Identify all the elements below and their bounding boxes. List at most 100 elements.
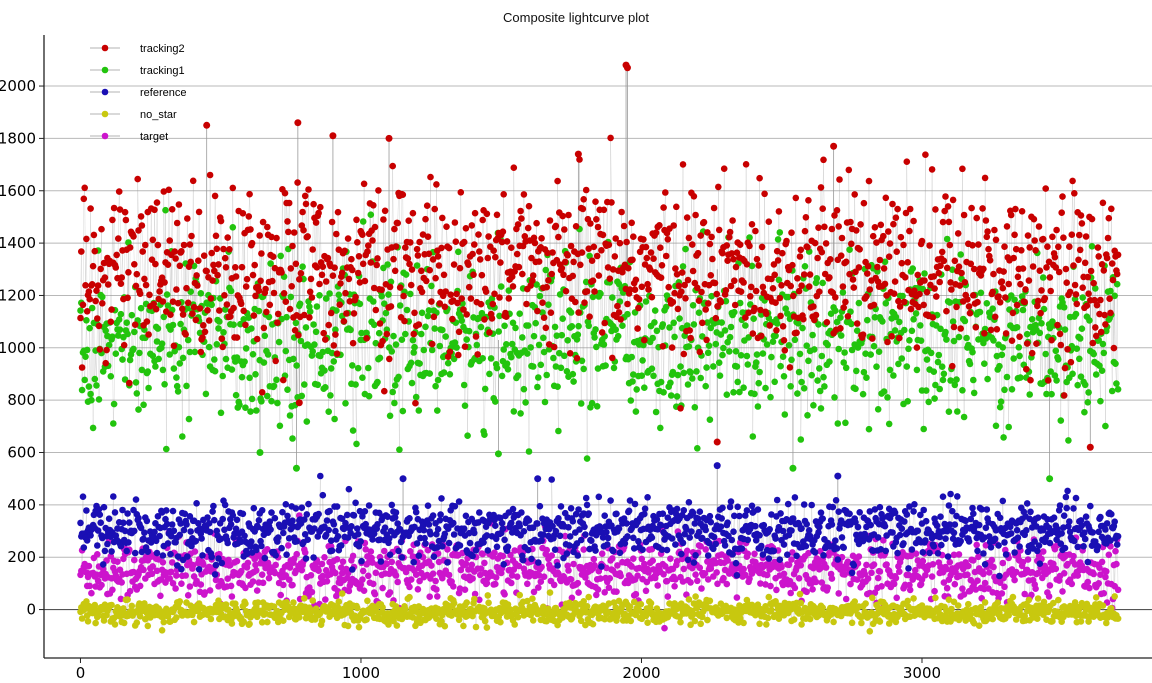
point-tracking1 (391, 399, 398, 407)
point-target (828, 575, 836, 582)
point-tracking1 (693, 368, 700, 375)
point-tracking1 (899, 292, 906, 300)
point-target (960, 591, 968, 598)
point-reference (430, 553, 438, 560)
point-target (1021, 590, 1028, 598)
point-target (339, 558, 347, 565)
point-tracking1 (826, 358, 833, 366)
point-reference (970, 510, 977, 517)
point-target (530, 588, 538, 596)
point-target (426, 593, 434, 600)
point-target (483, 579, 491, 587)
point-reference (1087, 502, 1094, 510)
point-tracking1 (720, 344, 727, 352)
point-target (842, 595, 850, 603)
point-tracking1 (633, 386, 640, 393)
point-tracking1 (896, 318, 903, 326)
point-tracking1 (998, 351, 1006, 359)
point-reference (577, 536, 585, 544)
point-target (591, 562, 598, 569)
point-reference (534, 520, 541, 527)
point-tracking1 (685, 343, 693, 350)
series-no-star (77, 589, 1122, 635)
point-target (951, 580, 959, 588)
point-target (701, 570, 709, 577)
point-tracking1 (529, 363, 537, 370)
point-tracking1 (990, 337, 997, 344)
point-reference (1035, 542, 1043, 549)
point-reference (528, 555, 535, 563)
point-tracking1 (834, 420, 842, 427)
point-tracking1 (583, 455, 591, 462)
point-reference (942, 535, 949, 542)
point-tracking1 (1060, 304, 1068, 311)
point-no-star (438, 618, 445, 625)
point-no-star (1009, 593, 1017, 601)
point-reference (583, 501, 591, 509)
point-target (271, 569, 279, 577)
point-reference (987, 544, 995, 551)
point-reference (126, 519, 133, 526)
point-tracking1 (550, 354, 557, 362)
point-tracking1 (805, 357, 812, 365)
point-reference (776, 556, 784, 563)
point-tracking1 (311, 341, 318, 348)
point-no-star (582, 621, 589, 629)
point-reference (832, 537, 839, 544)
point-tracking1 (424, 312, 432, 320)
point-tracking1 (290, 355, 297, 363)
point-tracking1 (446, 371, 454, 378)
point-tracking1 (353, 440, 360, 448)
point-no-star (1114, 615, 1122, 622)
point-tracking1 (917, 337, 925, 345)
point-tracking2 (79, 301, 87, 309)
point-no-star (876, 618, 884, 625)
point-no-star (228, 620, 236, 627)
point-target (824, 584, 831, 591)
point-reference (1011, 549, 1018, 556)
point-target (928, 573, 936, 580)
point-target (508, 579, 515, 587)
point-reference (317, 472, 324, 480)
point-target (574, 579, 582, 587)
point-target (868, 569, 875, 577)
point-tracking1 (726, 348, 733, 355)
point-reference (131, 549, 139, 557)
point-reference (934, 550, 942, 557)
point-reference (261, 554, 269, 562)
point-tracking1 (126, 356, 134, 364)
point-reference (766, 526, 773, 533)
point-tracking1 (1010, 355, 1017, 362)
point-target (999, 559, 1007, 567)
point-reference (688, 528, 695, 535)
point-tracking1 (241, 358, 248, 366)
point-reference (1060, 512, 1068, 519)
point-target (1060, 570, 1068, 577)
point-tracking1 (535, 341, 543, 349)
point-tracking1 (389, 388, 397, 396)
point-tracking1 (232, 391, 240, 399)
point-reference (922, 517, 930, 525)
point-tracking1 (798, 378, 805, 386)
point-tracking1 (574, 331, 582, 339)
point-tracking1 (503, 360, 511, 368)
point-reference (791, 494, 799, 501)
point-no-star (84, 618, 92, 625)
point-reference (903, 511, 911, 518)
point-reference (690, 559, 698, 566)
point-reference (1027, 508, 1034, 516)
point-reference (212, 561, 220, 569)
point-reference (1103, 520, 1111, 527)
point-no-star (687, 621, 694, 629)
point-tracking1 (981, 360, 988, 368)
point-reference (178, 565, 185, 573)
point-target (632, 590, 640, 598)
point-tracking1 (331, 415, 338, 423)
point-target (131, 556, 138, 564)
point-tracking1 (464, 432, 471, 440)
point-tracking1 (874, 406, 882, 413)
point-tracking1 (155, 355, 162, 363)
point-no-star (1025, 596, 1033, 604)
point-no-star (830, 618, 837, 626)
point-reference (867, 521, 874, 529)
